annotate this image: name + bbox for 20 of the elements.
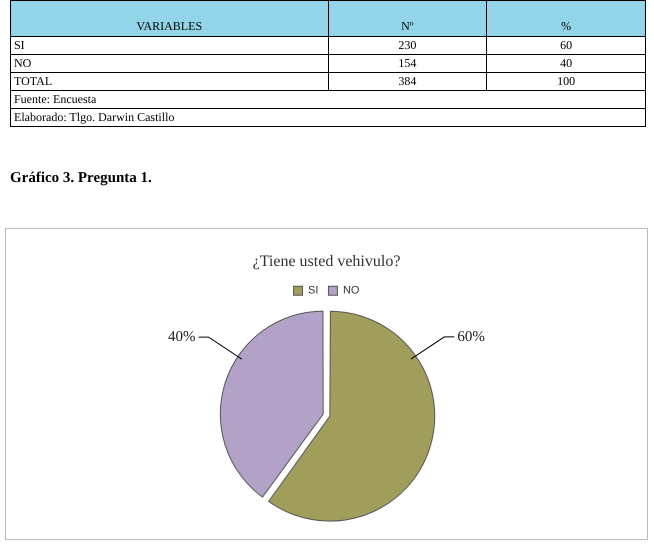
data-label: 60 bbox=[486, 36, 646, 54]
data-label: 154 bbox=[328, 54, 487, 72]
category-label: SI bbox=[10, 36, 328, 54]
category-label: NO bbox=[10, 54, 328, 72]
text: Elaborado: Tlgo. Darwin Castillo bbox=[10, 108, 646, 126]
text: Gráfico 3. Pregunta 1. bbox=[10, 170, 152, 187]
legend-label: SI bbox=[308, 284, 318, 297]
data-label: 230 bbox=[328, 36, 487, 54]
text: VARIABLES bbox=[10, 0, 328, 36]
chart-title: ¿Tiene usted vehivulo? bbox=[252, 252, 400, 270]
text: % bbox=[486, 0, 646, 36]
category-label: TOTAL bbox=[10, 72, 328, 90]
data-label: 40% bbox=[168, 329, 196, 346]
source-note: Fuente: Encuesta bbox=[10, 90, 646, 108]
data-label: 100 bbox=[486, 72, 646, 90]
data-label: 384 bbox=[328, 72, 487, 90]
legend-label: NO bbox=[342, 284, 360, 297]
text: Nº bbox=[328, 0, 487, 36]
data-label: 60% bbox=[457, 328, 485, 345]
data-label: 40 bbox=[486, 54, 646, 72]
